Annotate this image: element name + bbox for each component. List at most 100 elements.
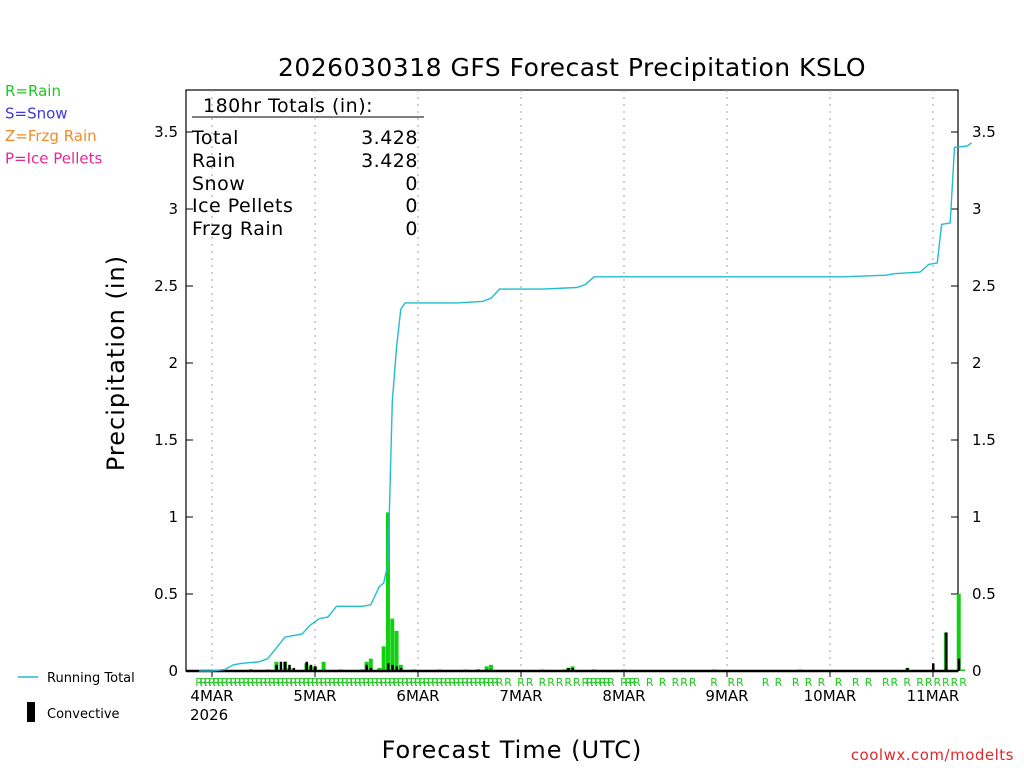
rain-marker: R: [431, 676, 439, 689]
rain-marker: R: [449, 676, 457, 689]
x-gridlines: 4MAR 5MAR 6MAR 7MAR 8MAR 9MAR 10MAR 11MAR: [190, 90, 959, 705]
totals-label-snow: Snow: [192, 173, 245, 195]
plot-frame: [185, 89, 959, 672]
rain-marker: R: [303, 676, 311, 689]
rain-marker: R: [710, 676, 718, 689]
convective-bar: [571, 667, 574, 671]
rain-marker: R: [474, 676, 482, 689]
rain-marker: R: [200, 676, 208, 689]
rain-marker: R: [629, 676, 637, 689]
rain-marker: R: [672, 676, 680, 689]
ptype-legend-item: S=Snow: [5, 105, 68, 123]
convective-bar: [944, 632, 948, 671]
convective-bar: [932, 663, 935, 671]
rain-marker: R: [680, 676, 688, 689]
convective-bar: [365, 664, 368, 671]
rain-marker: R: [925, 676, 933, 689]
rain-marker: R: [852, 676, 860, 689]
ptype-legend-item: Z=Frzg Rain: [5, 127, 97, 145]
rain-marker: R: [891, 676, 899, 689]
rain-marker: R: [882, 676, 890, 689]
y-tick-label-left: 3: [168, 200, 178, 218]
rain-marker: R: [487, 676, 495, 689]
rain-marker: R: [792, 676, 800, 689]
rain-marker: R: [212, 676, 220, 689]
precip-bar: [385, 512, 390, 671]
rain-marker: R: [865, 676, 873, 689]
rain-marker: R: [221, 676, 229, 689]
rain-marker: R: [350, 676, 358, 689]
rain-marker: R: [470, 676, 478, 689]
rain-marker: R: [260, 676, 268, 689]
rain-marker: R: [607, 676, 615, 689]
y-tick-label-left: 2.5: [154, 277, 178, 295]
rain-marker: R: [328, 676, 336, 689]
rain-marker: R: [423, 676, 431, 689]
rain-marker: R: [526, 676, 534, 689]
rain-marker: R: [479, 676, 487, 689]
rain-marker: R: [234, 676, 242, 689]
precip-bar: [956, 594, 961, 671]
rain-marker: R: [401, 676, 409, 689]
rain-marker: R: [573, 676, 581, 689]
y-tick-label-right: 1: [972, 508, 982, 526]
y-tick-label-left: 3.5: [154, 123, 178, 141]
rain-marker: R: [247, 676, 255, 689]
convective-bar: [288, 664, 291, 671]
x-tick-label: 10MAR: [804, 687, 857, 705]
rain-marker: R: [594, 676, 602, 689]
x-tick-label: 9MAR: [705, 687, 748, 705]
rain-marker: R: [599, 676, 607, 689]
rain-marker: R: [243, 676, 251, 689]
rain-marker: R: [689, 676, 697, 689]
convective-bar: [399, 667, 403, 671]
y-tick-label-right: 1.5: [972, 431, 996, 449]
rain-marker: R: [217, 676, 225, 689]
x-axis-title: Forecast Time (UTC): [382, 736, 643, 764]
rain-marker: R: [436, 676, 444, 689]
rain-marker: R: [230, 676, 238, 689]
rain-marker: R: [483, 676, 491, 689]
convective-bar: [906, 667, 909, 671]
convective-bar: [309, 664, 313, 671]
rain-marker: R: [586, 676, 594, 689]
rain-marker: R: [410, 676, 418, 689]
rain-marker: R: [384, 676, 392, 689]
rain-marker: R: [371, 676, 379, 689]
convective-bar: [305, 661, 308, 671]
y-axis-title: Precipitation (in): [102, 255, 130, 471]
precip-bar: [484, 666, 489, 671]
y-tick-label-right: 2: [972, 354, 982, 372]
running-total-legend-label: Running Total: [47, 671, 135, 686]
rain-marker: R: [341, 676, 349, 689]
rain-marker: R: [346, 676, 354, 689]
precip-bar: [321, 661, 326, 671]
rain-marker: R: [805, 676, 813, 689]
totals-value-snow: 0: [405, 173, 418, 195]
y-axis-right: 0 0.5 1 1.5 2 2.5 3 3.5: [951, 123, 996, 680]
rain-marker: R: [311, 676, 319, 689]
rain-marker: R: [457, 676, 465, 689]
ptype-legend-item: R=Rain: [5, 82, 61, 100]
totals-label-ice-pellets: Ice Pellets: [192, 195, 293, 217]
y-axis-left: 0 0.5 1 1.5 2 2.5 3 3.5: [154, 123, 193, 680]
rain-marker: R: [603, 676, 611, 689]
rain-marker: R: [354, 676, 362, 689]
rain-marker: R: [367, 676, 375, 689]
rain-marker: R: [264, 676, 272, 689]
totals-value-ice-pellets: 0: [405, 195, 418, 217]
rain-marker: R: [307, 676, 315, 689]
rain-marker: R: [556, 676, 564, 689]
rain-marker: R: [380, 676, 388, 689]
rain-marker: R: [273, 676, 281, 689]
precip-bar: [381, 646, 386, 671]
rain-marker: R: [268, 676, 276, 689]
rain-marker: R: [903, 676, 911, 689]
rain-marker: R: [294, 676, 302, 689]
rain-marker: R: [315, 676, 323, 689]
totals-label-frzg-rain: Frzg Rain: [192, 218, 284, 240]
y-tick-label-right: 3.5: [972, 123, 996, 141]
precip-bar: [390, 618, 395, 671]
x-tick-label: 7MAR: [499, 687, 542, 705]
rain-marker: R: [646, 676, 654, 689]
